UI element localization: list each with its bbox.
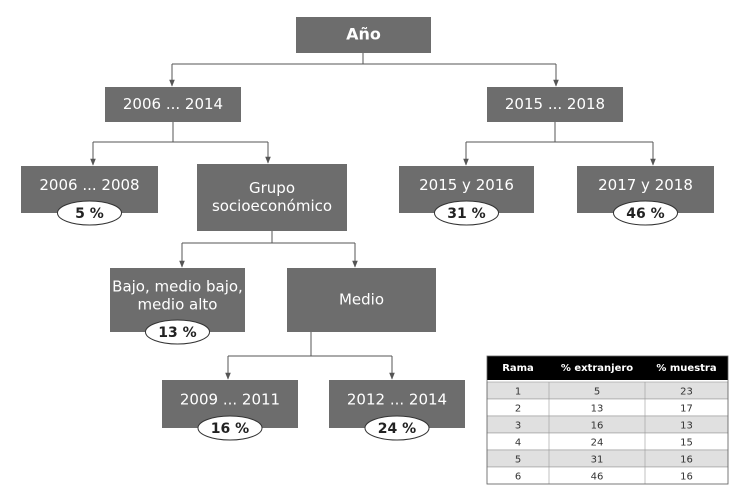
table-cell: 2: [515, 404, 521, 415]
node-label: socioeconómico: [212, 197, 332, 215]
node-box: [487, 87, 623, 122]
header-cell: % muestra: [656, 363, 716, 374]
table-cell: 1: [515, 387, 521, 398]
table-cell: 16: [680, 472, 693, 483]
badge-label: 24 %: [378, 421, 416, 437]
node-label: 2012 ... 2014: [347, 391, 447, 409]
node-box: [287, 268, 436, 332]
badge: [145, 319, 210, 345]
badge: [197, 415, 263, 441]
table-cell: 6: [515, 472, 521, 483]
table-cell: 4: [515, 438, 521, 449]
table-cell: 23: [680, 387, 693, 398]
table-cell: 5: [594, 387, 600, 398]
table-cell: 24: [591, 438, 604, 449]
node-box: [197, 164, 347, 231]
node-label: Bajo, medio bajo,: [112, 278, 243, 296]
table-cell: 3: [515, 421, 521, 432]
node-label: 2017 y 2018: [598, 176, 693, 194]
table-cell: 31: [591, 455, 604, 466]
nodes: Año 2006 ... 2014 2015 ... 2018 2006 ... 20…: [21, 17, 714, 441]
node-label: medio alto: [138, 296, 218, 314]
connectors: [90, 53, 656, 380]
badge: [613, 200, 678, 226]
badge: [57, 200, 122, 226]
badge: [364, 415, 430, 441]
node-label: 2006 ... 2008: [39, 176, 139, 194]
table-cell: 13: [591, 404, 604, 415]
badge-label: 5 %: [75, 206, 104, 222]
table-border: [486, 355, 729, 485]
table-cell: 16: [591, 421, 604, 432]
header-cell: Rama: [502, 363, 534, 374]
node-box: [105, 87, 241, 122]
table-cell: 5: [515, 455, 521, 466]
table-cell: 16: [680, 455, 693, 466]
table-cell: 46: [591, 472, 604, 483]
table-cell: 17: [680, 404, 693, 415]
table-header: [487, 356, 728, 380]
node-label: Grupo: [249, 179, 295, 197]
node-label: 2015 ... 2018: [505, 95, 605, 113]
node-label: Año: [346, 25, 381, 44]
badge-label: 16 %: [211, 421, 249, 437]
node-box: [296, 17, 431, 53]
badge-label: 46 %: [626, 206, 664, 222]
node-label: 2006 ... 2014: [123, 95, 223, 113]
header-cell: % extranjero: [561, 363, 633, 374]
table-cell: 13: [680, 421, 693, 432]
badge-label: 13 %: [158, 325, 196, 341]
badge: [434, 200, 499, 226]
badge-label: 31 %: [447, 206, 485, 222]
node-label: 2009 ... 2011: [180, 391, 280, 409]
node-label: Medio: [339, 291, 384, 309]
node-label: 2015 y 2016: [419, 176, 514, 194]
table-cell: 15: [680, 438, 693, 449]
